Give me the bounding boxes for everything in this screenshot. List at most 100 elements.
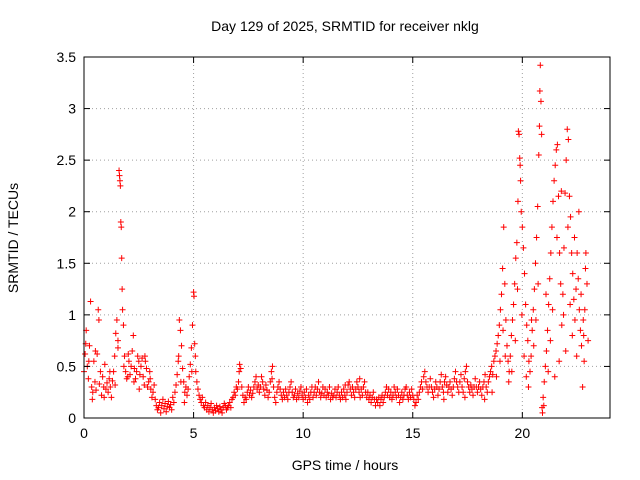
data-point <box>536 123 543 130</box>
data-point <box>567 301 574 308</box>
data-point <box>428 384 435 391</box>
data-point <box>243 396 250 403</box>
data-point <box>360 384 367 391</box>
data-point <box>399 396 406 403</box>
data-point <box>486 373 493 380</box>
data-point <box>507 353 514 360</box>
data-point <box>470 392 477 399</box>
data-point <box>102 386 109 393</box>
data-point <box>325 392 332 399</box>
data-point <box>119 306 126 313</box>
data-point <box>559 291 566 298</box>
data-point <box>192 353 199 360</box>
data-point <box>382 389 389 396</box>
data-point <box>205 408 212 415</box>
data-point <box>444 389 451 396</box>
data-point <box>547 249 554 256</box>
data-point <box>322 386 329 393</box>
data-point <box>299 392 306 399</box>
data-point <box>145 378 152 385</box>
data-point <box>236 361 243 368</box>
data-point <box>101 394 108 401</box>
data-point <box>175 353 182 360</box>
data-point <box>254 386 261 393</box>
data-point <box>495 332 502 339</box>
data-point <box>487 368 494 375</box>
data-point <box>92 347 99 354</box>
data-point <box>288 378 295 385</box>
data-point <box>449 392 456 399</box>
data-point <box>89 389 96 396</box>
data-point <box>287 384 294 391</box>
data-point <box>250 384 257 391</box>
data-point <box>531 286 538 293</box>
data-point <box>569 270 576 277</box>
data-point <box>365 396 372 403</box>
data-point <box>142 358 149 365</box>
data-point <box>488 363 495 370</box>
data-point <box>532 317 539 324</box>
data-point <box>562 190 569 197</box>
data-point <box>538 131 545 138</box>
data-point <box>541 378 548 385</box>
data-point <box>291 392 298 399</box>
data-point <box>258 373 265 380</box>
data-point <box>188 368 195 375</box>
data-point <box>489 389 496 396</box>
data-point <box>551 177 558 184</box>
data-point <box>529 327 536 334</box>
data-point <box>556 249 563 256</box>
data-point <box>509 317 516 324</box>
data-point <box>112 381 119 388</box>
data-point <box>185 386 192 393</box>
data-point <box>296 388 303 395</box>
data-point <box>132 375 139 382</box>
data-point <box>523 373 530 380</box>
data-point <box>540 394 547 401</box>
data-point <box>490 358 497 365</box>
data-point <box>168 406 175 413</box>
data-point <box>199 394 206 401</box>
data-point <box>219 409 226 416</box>
data-point <box>162 400 169 407</box>
data-point <box>262 381 269 388</box>
data-point <box>464 378 471 385</box>
data-point <box>553 234 560 241</box>
data-point <box>143 365 150 372</box>
plot-frame <box>83 56 611 419</box>
data-point <box>447 378 454 385</box>
data-point <box>576 306 583 313</box>
data-point <box>104 379 111 386</box>
data-point <box>420 373 427 380</box>
data-point <box>521 353 528 360</box>
data-point <box>189 322 196 329</box>
data-point <box>436 386 443 393</box>
data-point <box>533 234 540 241</box>
data-point <box>173 381 180 388</box>
data-point <box>578 291 585 298</box>
data-point <box>186 373 193 380</box>
data-point <box>122 368 129 375</box>
data-point <box>259 378 266 385</box>
data-point <box>406 389 413 396</box>
data-point <box>147 375 154 382</box>
data-point <box>336 392 343 399</box>
data-point <box>247 387 254 394</box>
data-point <box>583 280 590 287</box>
data-point <box>414 392 421 399</box>
data-point <box>245 384 252 391</box>
data-point <box>311 389 318 396</box>
data-point <box>582 249 589 256</box>
data-point <box>368 399 375 406</box>
axis-ticks <box>83 56 610 419</box>
data-point <box>549 306 556 313</box>
data-point <box>416 389 423 396</box>
data-point <box>545 368 552 375</box>
data-point <box>85 358 92 365</box>
y-tick-label: 1.5 <box>57 255 77 271</box>
data-point <box>116 167 123 174</box>
data-point <box>256 389 263 396</box>
data-point <box>573 353 580 360</box>
